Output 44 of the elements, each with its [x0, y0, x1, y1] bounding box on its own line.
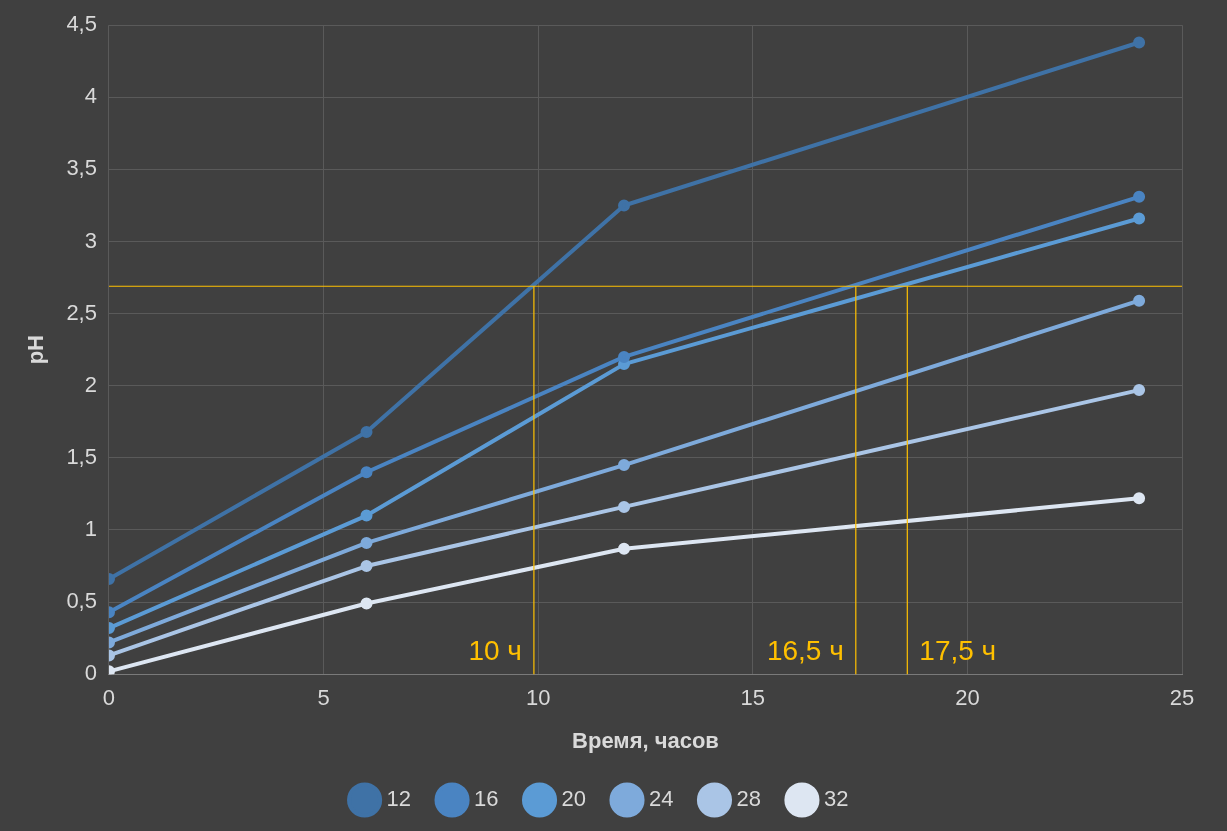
y-tick-label: 3,5: [66, 155, 97, 181]
legend-label: 24: [649, 786, 674, 812]
point: [1133, 384, 1146, 397]
point: [618, 542, 631, 555]
point: [1133, 36, 1146, 49]
ref-line-label: 16,5 ч: [766, 634, 844, 666]
y-tick-label: 1: [84, 516, 97, 542]
x-axis-title: Время, часов: [572, 727, 719, 753]
ref-line-label: 10 ч: [468, 634, 522, 666]
point: [1133, 212, 1146, 225]
point: [360, 509, 373, 522]
y-tick-label: 2,5: [66, 299, 97, 325]
legend-label: 20: [561, 786, 587, 812]
legend-label: 28: [736, 786, 761, 812]
ref-line-label: 17,5 ч: [919, 634, 997, 666]
y-axis-title: pH: [23, 335, 49, 365]
point: [360, 560, 373, 573]
point: [360, 425, 373, 438]
point: [618, 350, 631, 363]
y-tick-label: 1,5: [66, 443, 97, 469]
point: [618, 199, 631, 212]
legend-label: 16: [474, 786, 499, 812]
point: [360, 536, 373, 549]
x-tick-label: 5: [317, 685, 330, 711]
point: [360, 597, 373, 610]
y-tick-label: 3: [84, 227, 97, 253]
y-tick-label: 4: [84, 83, 97, 109]
point: [1133, 492, 1146, 505]
x-tick-label: 25: [1169, 685, 1195, 711]
point: [1133, 294, 1146, 307]
y-tick-label: 0,5: [66, 588, 97, 614]
x-tick-label: 10: [525, 685, 551, 711]
point: [618, 459, 631, 472]
legend-label: 32: [823, 786, 849, 812]
point: [1133, 190, 1146, 203]
x-tick-label: 15: [740, 685, 766, 711]
point: [360, 466, 373, 479]
legend-label: 12: [386, 786, 412, 812]
y-tick-label: 0: [84, 660, 97, 686]
point: [618, 500, 631, 513]
y-tick-label: 4,5: [66, 11, 97, 37]
x-tick-label: 20: [955, 685, 980, 711]
y-tick-label: 2: [84, 371, 97, 397]
x-tick-label: 0: [102, 685, 116, 711]
